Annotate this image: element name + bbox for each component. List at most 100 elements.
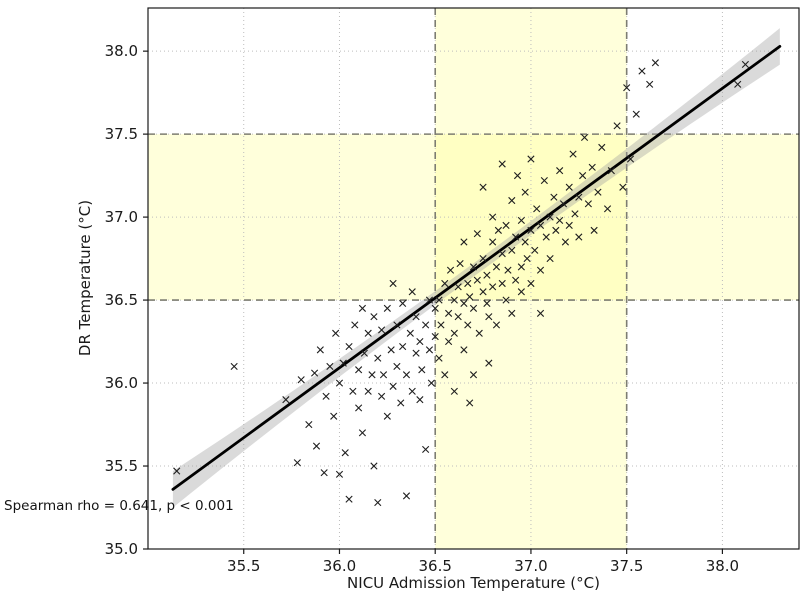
scatter-point — [594, 188, 602, 196]
scatter-point — [402, 492, 411, 500]
scatter-point — [408, 288, 416, 296]
scatter-point — [485, 313, 493, 321]
scatter-point — [364, 387, 372, 395]
scatter-point — [626, 155, 635, 163]
scatter-point — [441, 371, 449, 379]
scatter-point — [454, 283, 462, 291]
scatter-point — [230, 362, 238, 371]
scatter-point — [479, 183, 487, 191]
scatter-point — [512, 233, 520, 241]
scatter-point — [504, 266, 512, 274]
scatter-point — [527, 155, 535, 163]
scatter-point — [460, 238, 468, 246]
scatter-point — [345, 342, 353, 351]
scatter-point — [456, 259, 464, 268]
scatter-point — [473, 230, 481, 238]
scatter-point — [556, 167, 564, 175]
scatter-point — [370, 462, 378, 470]
scatter-point — [312, 442, 321, 450]
scatter-point — [561, 238, 569, 246]
scatter-point — [358, 429, 367, 437]
scatter-point — [341, 449, 349, 457]
y-tick-label: 35.5 — [105, 457, 138, 475]
scatter-point — [320, 469, 328, 477]
scatter-point — [734, 80, 742, 88]
x-tick-label: 36.0 — [323, 557, 356, 575]
scatter-point — [397, 399, 405, 407]
scatter-point — [584, 200, 592, 208]
scatter-point — [406, 329, 414, 337]
scatter-point — [360, 349, 368, 357]
scatter-point — [393, 321, 401, 329]
scatter-point — [502, 221, 510, 229]
scatter-point — [565, 183, 573, 191]
scatter-point — [580, 133, 589, 142]
scatter-point — [310, 369, 319, 377]
scatter-point — [389, 279, 397, 288]
scatter-point — [513, 172, 522, 180]
scatter-point — [460, 299, 468, 307]
scatter-point — [619, 183, 627, 191]
x-tick-label: 37.0 — [514, 557, 547, 575]
scatter-point — [492, 321, 501, 329]
scatter-point — [550, 193, 558, 201]
scatter-point — [489, 238, 497, 246]
scatter-point — [418, 366, 426, 374]
scatter-point — [379, 371, 388, 379]
scatter-point — [556, 216, 564, 225]
scatter-point — [571, 210, 579, 218]
scatter-point — [435, 354, 443, 362]
x-axis-title: NICU Admission Temperature (°C) — [347, 574, 600, 592]
scatter-point — [498, 160, 506, 168]
scatter-point — [498, 250, 506, 258]
y-tick-label: 37.5 — [105, 125, 138, 143]
scatter-point — [450, 329, 458, 337]
regression-line — [171, 45, 782, 491]
scatter-point — [351, 321, 359, 329]
scatter-point — [489, 283, 497, 291]
scatter-point — [613, 122, 621, 130]
scatter-point — [441, 279, 449, 288]
scatter-point — [575, 233, 583, 241]
scatter-point — [460, 346, 468, 354]
scatter-point — [603, 205, 612, 213]
scatter-point — [173, 467, 181, 475]
scatter-point — [374, 498, 382, 507]
scatter-point — [607, 167, 615, 175]
spearman-annotation: Spearman rho = 0.641, p < 0.001 — [4, 498, 234, 514]
scatter-point — [316, 346, 324, 354]
scatter-point — [502, 296, 510, 304]
scatter-point — [536, 309, 545, 317]
scatter-point — [590, 226, 598, 234]
scatter-point — [483, 299, 491, 307]
scatter-point — [638, 67, 646, 75]
scatter-point — [569, 150, 577, 158]
scatter-point — [412, 349, 420, 357]
scatter-point — [588, 163, 596, 171]
scatter-point — [399, 299, 407, 307]
scatter-point — [339, 359, 347, 367]
scatter-point — [598, 143, 606, 151]
scatter-point — [335, 379, 344, 387]
scatter-point — [508, 309, 516, 317]
scatter-point — [527, 279, 535, 288]
y-tick-label: 36.5 — [105, 291, 138, 309]
scatter-point — [508, 246, 516, 254]
scatter-point — [469, 263, 478, 271]
scatter-point — [416, 396, 424, 404]
scatter-point — [383, 412, 391, 420]
scatter-point — [741, 60, 749, 69]
scatter-point — [479, 288, 487, 296]
scatter-point — [378, 392, 386, 400]
scatter-point — [355, 404, 363, 412]
scatter-point — [368, 371, 376, 379]
scatter-point — [466, 293, 474, 301]
y-axis-title: DR Temperature (°C) — [76, 199, 94, 357]
scatter-point — [282, 396, 290, 404]
scatter-point — [523, 254, 531, 263]
scatter-point — [454, 313, 462, 321]
scatter-point — [387, 346, 395, 354]
scatter-point — [431, 304, 439, 312]
scatter-point — [540, 177, 548, 185]
scatter-point — [546, 213, 554, 221]
